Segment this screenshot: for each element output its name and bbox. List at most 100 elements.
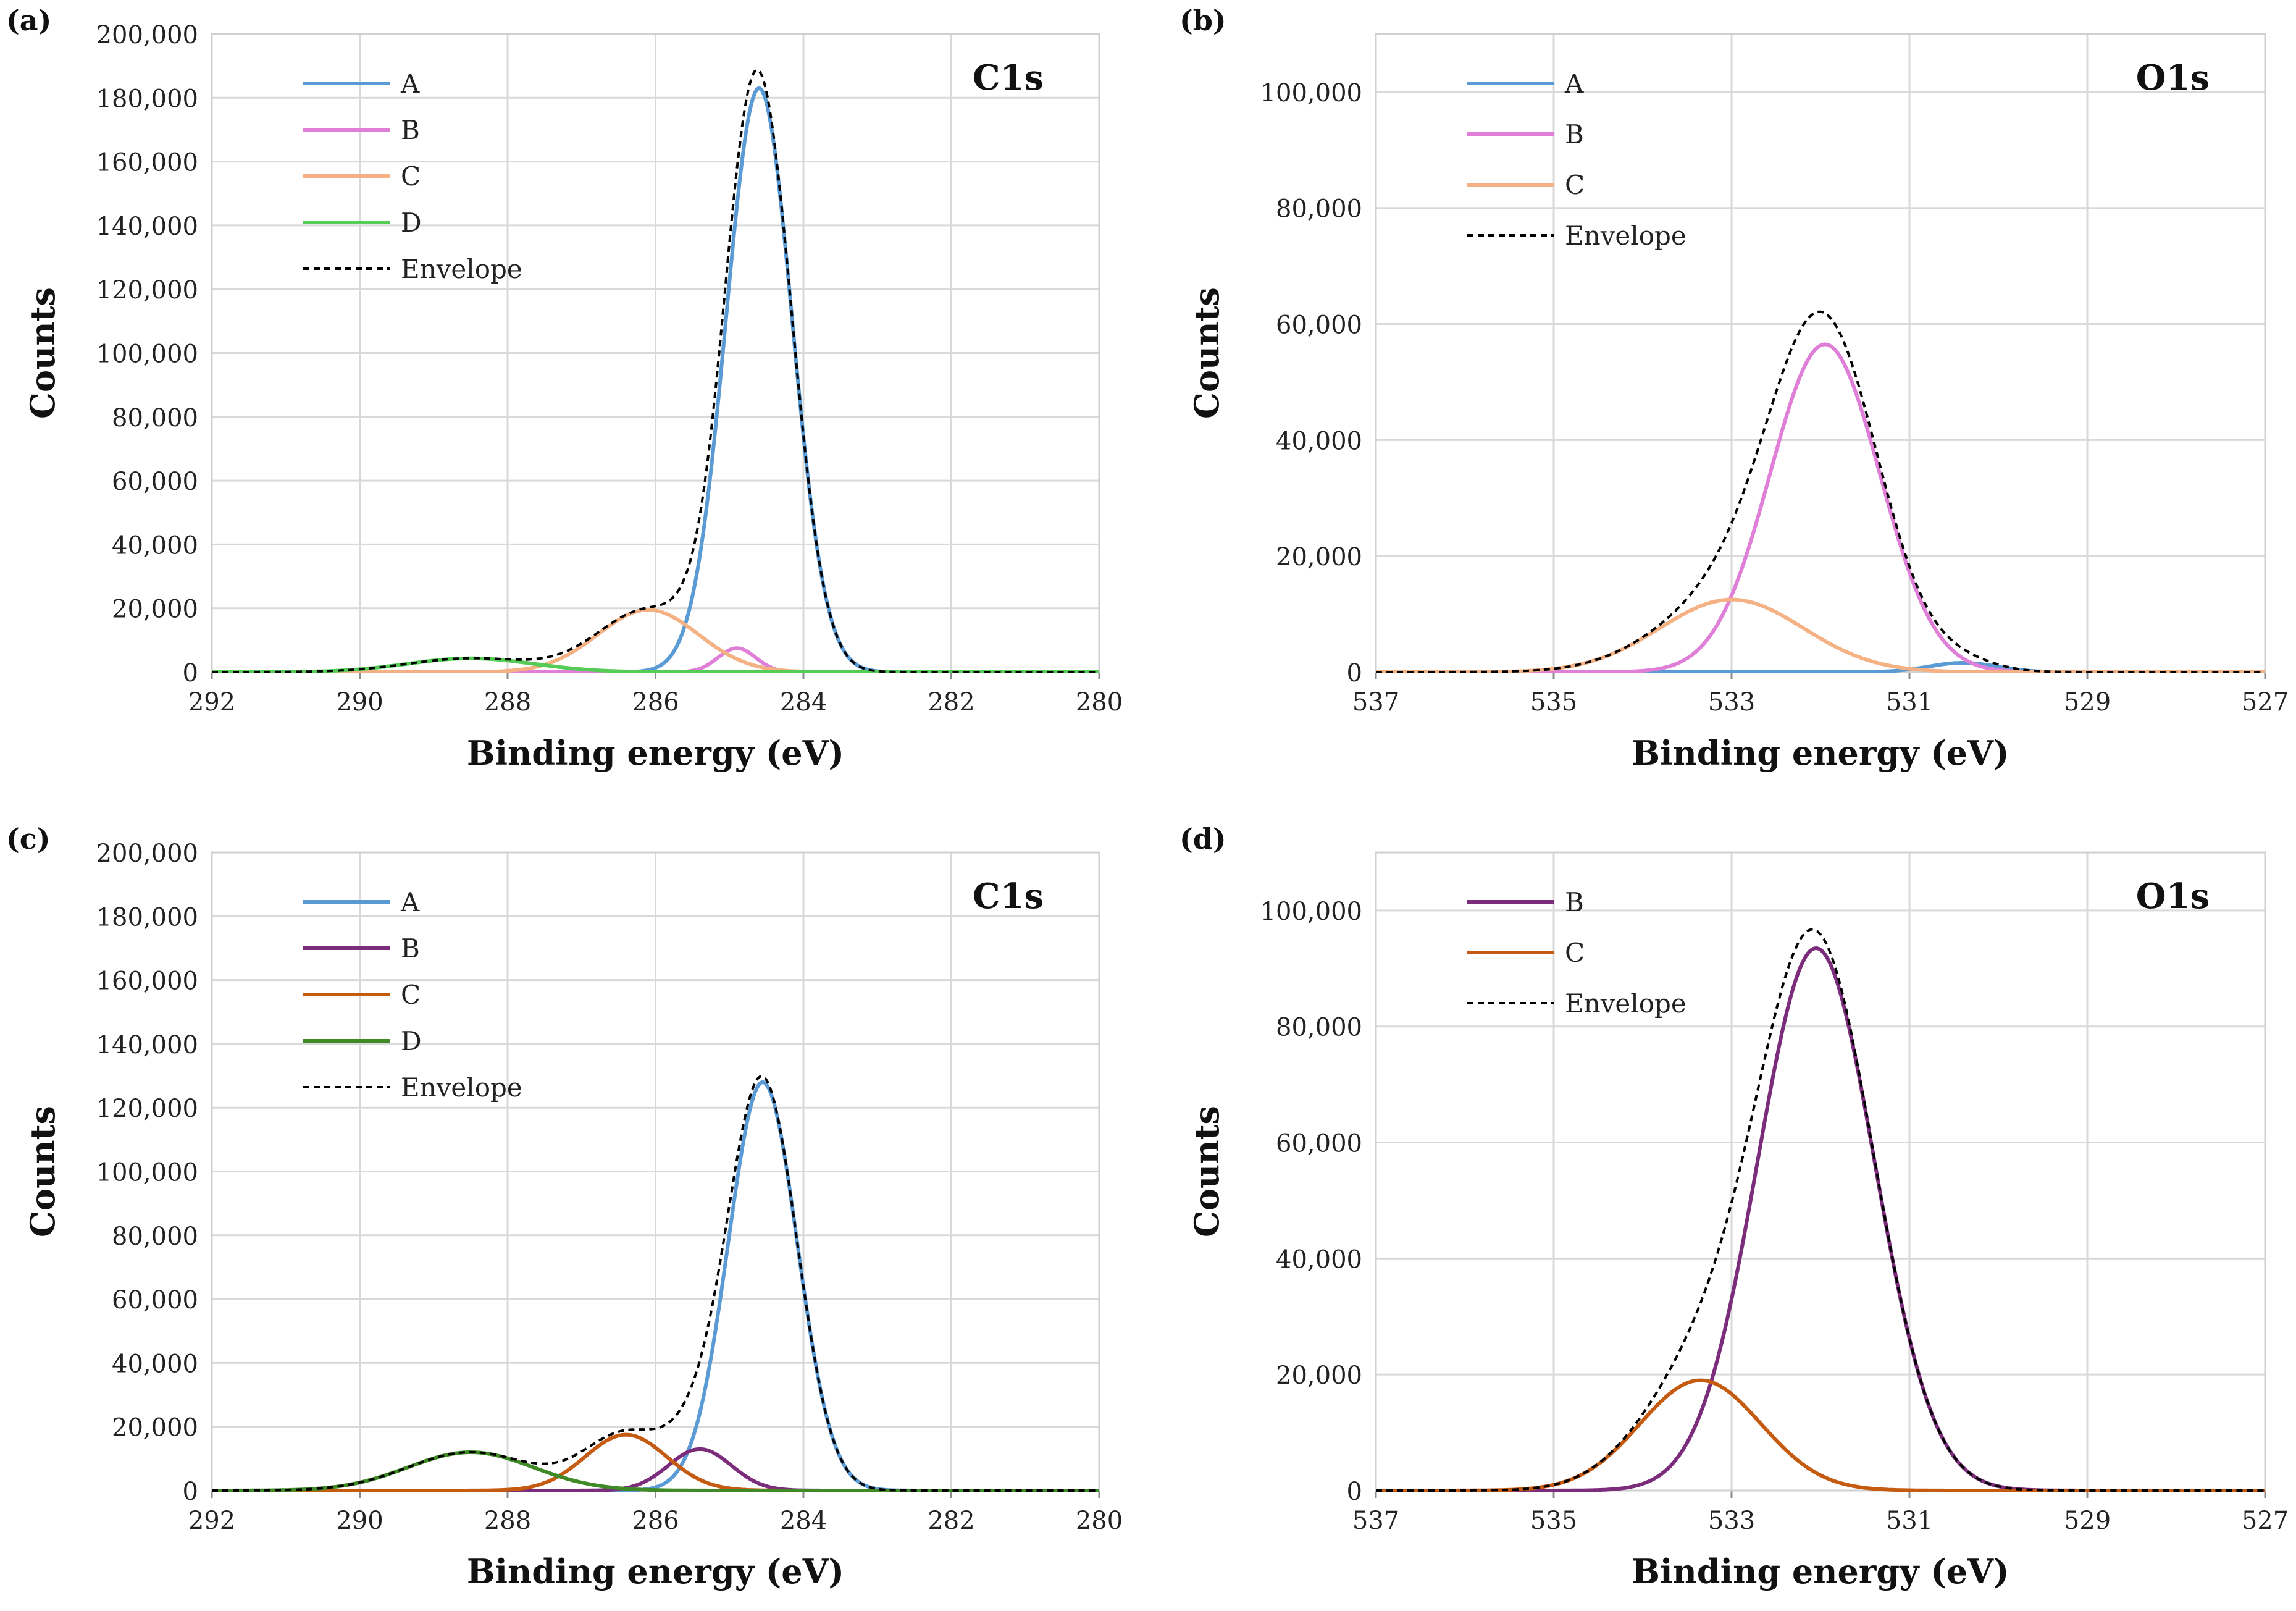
chart-panel-2: 0 20,000 40,000 60,000 80,000 100,000 537 535 53… <box>1179 4 2289 773</box>
x-tick-label: 290 <box>336 1507 383 1535</box>
x-tick-label: 533 <box>1708 1507 1755 1535</box>
legend: ABC Envelope <box>1467 69 1686 251</box>
x-axis-label: Binding energy (eV) <box>467 733 844 773</box>
series-line-envelope <box>212 1075 1099 1492</box>
x-tick-label: 537 <box>1352 688 1399 717</box>
x-tick-label: 288 <box>484 1507 531 1535</box>
series-group <box>212 69 1099 673</box>
y-tick-label: 160,000 <box>96 967 198 996</box>
y-tick-label: 100,000 <box>1260 79 1362 107</box>
series-group <box>1376 928 2265 1492</box>
legend-label: B <box>1565 887 1584 917</box>
y-tick-label: 180,000 <box>96 85 198 113</box>
x-tick-label: 280 <box>1076 1507 1123 1535</box>
y-tick-label: 60,000 <box>112 1286 198 1314</box>
y-tick-label: 0 <box>183 659 198 688</box>
panel-title: C1s <box>973 876 1044 917</box>
legend-label: A <box>1564 69 1584 99</box>
y-axis-label: Counts <box>23 1106 62 1237</box>
chart-panel-3: 0 20,000 40,000 60,000 80,000 100,000 120,000 1… <box>6 822 1123 1591</box>
legend-label: Envelope <box>1565 221 1686 251</box>
y-tick-label: 20,000 <box>1276 543 1362 571</box>
chart-panel-4: 0 20,000 40,000 60,000 80,000 100,000 537 535 53… <box>1179 822 2289 1591</box>
legend-label: B <box>1565 119 1584 149</box>
panel-title: O1s <box>2136 876 2210 917</box>
series-line-b <box>1376 946 2265 1492</box>
y-tick-label: 100,000 <box>96 340 198 369</box>
y-tick-label: 40,000 <box>1276 427 1362 455</box>
panel-title: O1s <box>2136 57 2210 98</box>
plot-area <box>1375 851 2266 1492</box>
legend-label: A <box>400 69 420 99</box>
legend-label: D <box>401 208 422 238</box>
legend-label: B <box>401 115 420 145</box>
legend-label: Envelope <box>1565 988 1686 1019</box>
panel-label: (c) <box>6 822 51 856</box>
y-tick-label: 120,000 <box>96 276 198 305</box>
y-axis-label: Counts <box>1187 287 1226 419</box>
y-tick-label: 200,000 <box>96 839 198 868</box>
series-line-c <box>1376 597 2265 673</box>
x-tick-label: 288 <box>484 688 531 717</box>
y-tick-label: 20,000 <box>1276 1361 1362 1390</box>
plot-area <box>1375 33 2266 673</box>
y-tick-label: 60,000 <box>112 468 198 496</box>
series-line-b <box>1376 342 2265 673</box>
x-tick-label: 535 <box>1530 1507 1577 1535</box>
x-tick-label: 286 <box>632 1507 679 1535</box>
y-tick-label: 60,000 <box>1276 311 1362 340</box>
x-tick-label: 531 <box>1886 688 1933 717</box>
x-tick-label: 284 <box>780 688 827 717</box>
legend-label: A <box>400 887 420 917</box>
legend-label: Envelope <box>401 254 522 284</box>
y-tick-label: 0 <box>1347 659 1362 688</box>
y-tick-label: 100,000 <box>96 1159 198 1187</box>
x-tick-label: 290 <box>336 688 383 717</box>
series-group <box>212 1075 1099 1492</box>
y-tick-label: 40,000 <box>1276 1245 1362 1274</box>
y-tick-label: 160,000 <box>96 149 198 177</box>
x-tick-label: 292 <box>188 688 235 717</box>
panel-label: (b) <box>1179 4 1226 37</box>
legend-label: C <box>1565 938 1585 968</box>
y-tick-label: 40,000 <box>112 1350 198 1378</box>
y-tick-label: 80,000 <box>112 1222 198 1251</box>
panel-title: C1s <box>973 57 1044 98</box>
y-axis-label: Counts <box>23 287 62 419</box>
x-axis-label: Binding energy (eV) <box>1632 733 2009 773</box>
panel-label: (a) <box>6 4 51 37</box>
legend: BC Envelope <box>1467 887 1686 1019</box>
y-tick-label: 180,000 <box>96 903 198 932</box>
series-group <box>1376 310 2265 673</box>
legend-label: D <box>401 1026 422 1056</box>
x-tick-label: 537 <box>1352 1507 1399 1535</box>
legend-label: B <box>401 933 420 964</box>
x-axis-label: Binding energy (eV) <box>1632 1552 2009 1591</box>
x-tick-label: 280 <box>1076 688 1123 717</box>
y-tick-label: 0 <box>183 1478 198 1506</box>
x-axis-label: Binding energy (eV) <box>467 1552 844 1591</box>
y-tick-label: 40,000 <box>112 531 198 560</box>
x-tick-label: 533 <box>1708 688 1755 717</box>
x-tick-label: 286 <box>632 688 679 717</box>
chart-panel-1: 0 20,000 40,000 60,000 80,000 100,000 120,000 1… <box>6 4 1123 773</box>
x-tick-label: 527 <box>2242 1507 2289 1535</box>
y-tick-label: 20,000 <box>112 595 198 624</box>
y-tick-label: 140,000 <box>96 212 198 241</box>
series-line-envelope <box>1376 928 2265 1492</box>
panel-label: (d) <box>1179 822 1226 856</box>
y-tick-label: 120,000 <box>96 1095 198 1123</box>
series-line-c <box>1376 1378 2265 1492</box>
x-tick-label: 292 <box>188 1507 235 1535</box>
x-tick-label: 535 <box>1530 688 1577 717</box>
y-tick-label: 60,000 <box>1276 1130 1362 1158</box>
y-tick-label: 140,000 <box>96 1031 198 1059</box>
legend-label: C <box>401 161 421 191</box>
y-tick-label: 80,000 <box>112 404 198 432</box>
y-tick-label: 20,000 <box>112 1414 198 1442</box>
x-tick-label: 282 <box>928 1507 974 1535</box>
legend-label: C <box>1565 170 1585 200</box>
